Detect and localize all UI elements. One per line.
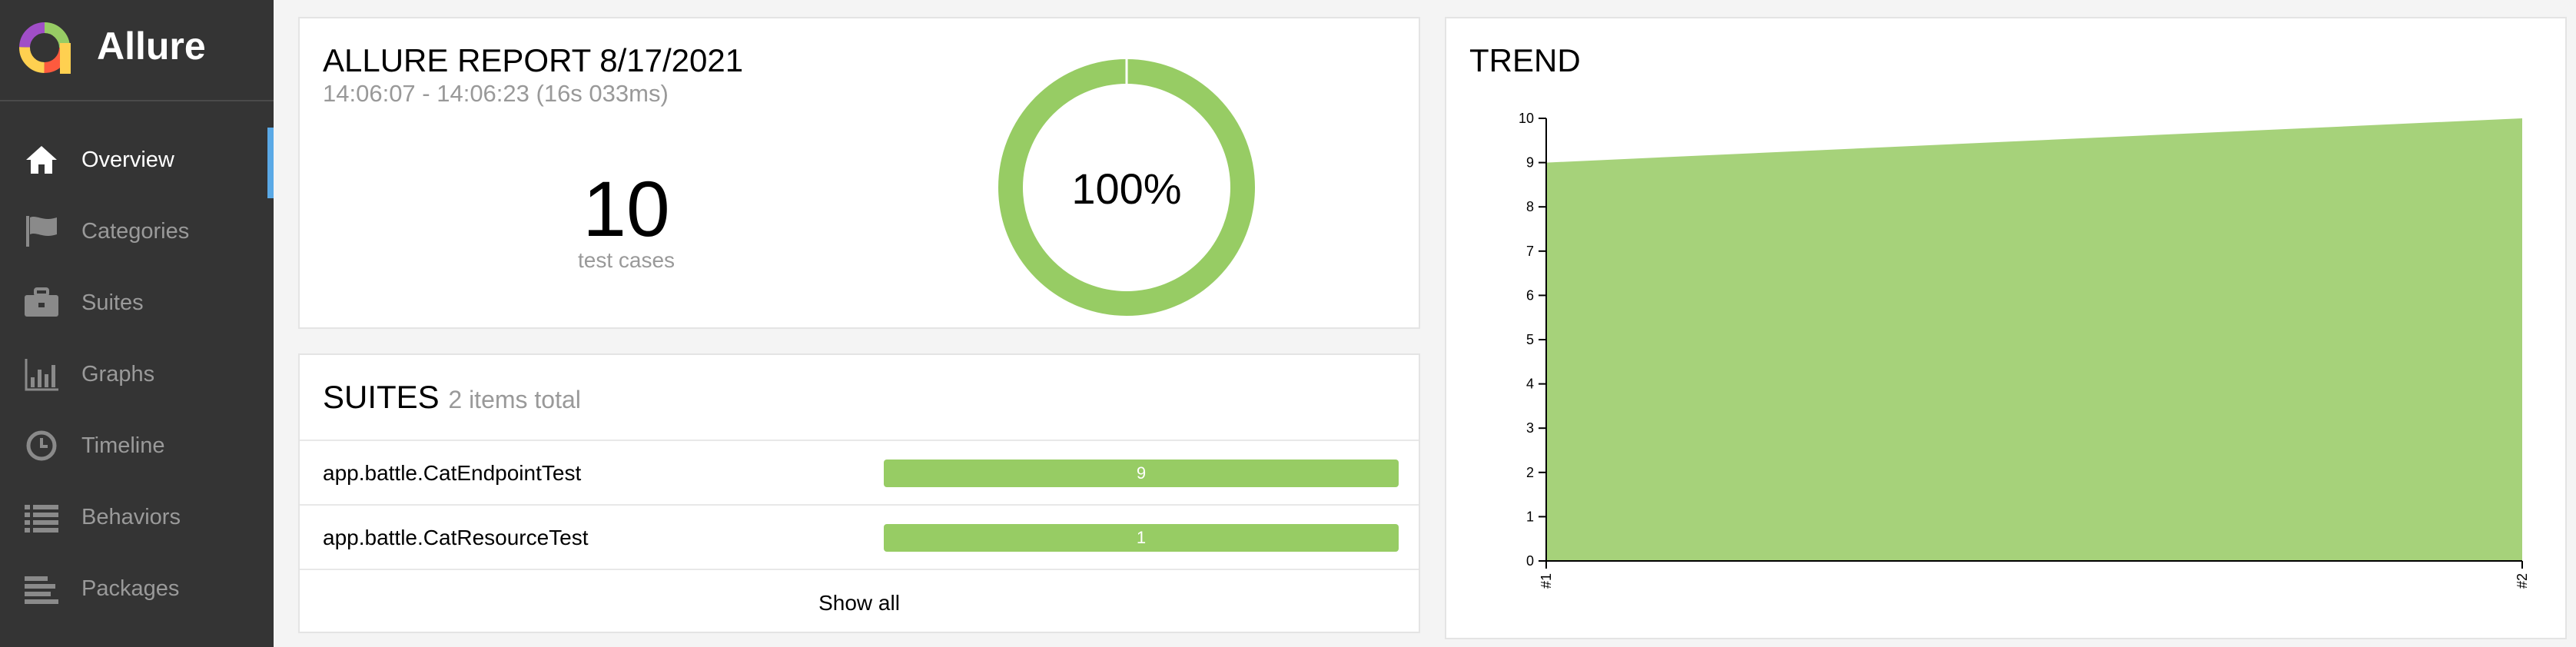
y-tick-label: 9 [1526,155,1534,171]
sidebar-item-label: Timeline [81,433,165,458]
list-icon [25,505,58,533]
y-tick-label: 5 [1526,332,1534,347]
y-tick-label: 0 [1526,553,1534,569]
suite-name: app.battle.CatResourceTest [323,526,589,549]
y-tick-label: 7 [1526,244,1534,259]
bar-chart-icon [25,359,58,391]
y-tick-label: 2 [1526,465,1534,480]
pass-percentage: 100% [1071,164,1182,213]
show-all-label: Show all [818,591,900,615]
sidebar-item-label: Packages [81,576,180,601]
allure-logo-icon [19,22,71,74]
trend-widget: TREND 0 1 2 3 4 5 6 7 8 9 10 #1 #2 [1445,17,2567,639]
briefcase-icon [25,287,58,317]
y-tick-label: 6 [1526,287,1534,303]
sidebar-item-label: Categories [81,219,190,244]
clock-icon [26,430,57,461]
report-time-range: 14:06:07 - 14:06:23 (16s 033ms) [323,80,669,107]
trend-title: TREND [1469,42,1581,78]
sidebar-item-timeline[interactable]: Timeline [0,410,274,482]
sidebar-nav: Overview Categories Suites [0,124,274,625]
sidebar-item-categories[interactable]: Categories [0,196,274,267]
sidebar: Allure Overview Categories Suites [0,0,274,647]
suites-title: SUITES [323,379,440,415]
sidebar-item-label: Suites [81,290,144,315]
y-tick-label: 10 [1519,111,1534,126]
sidebar-item-label: Behaviors [81,505,181,529]
sidebar-item-label: Graphs [81,362,155,387]
suite-passed-count: 1 [1136,528,1147,547]
trend-area-passed[interactable] [1546,118,2522,561]
suite-row[interactable]: app.battle.CatResourceTest 1 [300,504,1419,569]
x-tick-label: #2 [2515,573,2530,589]
suite-row[interactable]: app.battle.CatEndpointTest 9 [300,440,1419,504]
suite-name: app.battle.CatEndpointTest [323,461,582,485]
show-all-link[interactable]: Show all [300,569,1419,633]
sidebar-item-label: Overview [81,148,174,172]
sidebar-item-behaviors[interactable]: Behaviors [0,482,274,553]
suite-status-bar[interactable]: 1 [884,524,1399,552]
suites-subtitle: 2 items total [448,386,581,413]
suites-widget: SUITES 2 items total app.battle.CatEndpo… [298,353,1420,633]
suite-status-bar[interactable]: 9 [884,460,1399,487]
sidebar-item-suites[interactable]: Suites [0,267,274,339]
brand[interactable]: Allure [0,0,274,101]
y-tick-label: 8 [1526,199,1534,214]
sidebar-item-graphs[interactable]: Graphs [0,339,274,410]
suite-passed-count: 9 [1136,463,1147,483]
align-left-icon [25,576,58,604]
y-tick-label: 3 [1526,420,1534,436]
x-tick-label: #1 [1539,573,1554,589]
brand-name: Allure [97,25,206,68]
y-tick-label: 1 [1526,509,1534,524]
status-donut-chart[interactable] [996,57,1257,318]
suites-header: SUITES 2 items total [323,378,581,419]
flag-icon [26,216,57,247]
home-icon [26,146,57,174]
y-tick-label: 4 [1526,377,1534,392]
sidebar-item-overview[interactable]: Overview [0,124,274,198]
test-case-count: 10 [583,165,670,253]
summary-widget: ALLURE REPORT 8/17/2021 14:06:07 - 14:06… [298,17,1420,329]
report-title: ALLURE REPORT 8/17/2021 [323,42,744,78]
trend-chart: 0 1 2 3 4 5 6 7 8 9 10 #1 #2 [1519,111,2530,589]
sidebar-item-packages[interactable]: Packages [0,553,274,625]
test-case-count-label: test cases [577,248,676,272]
